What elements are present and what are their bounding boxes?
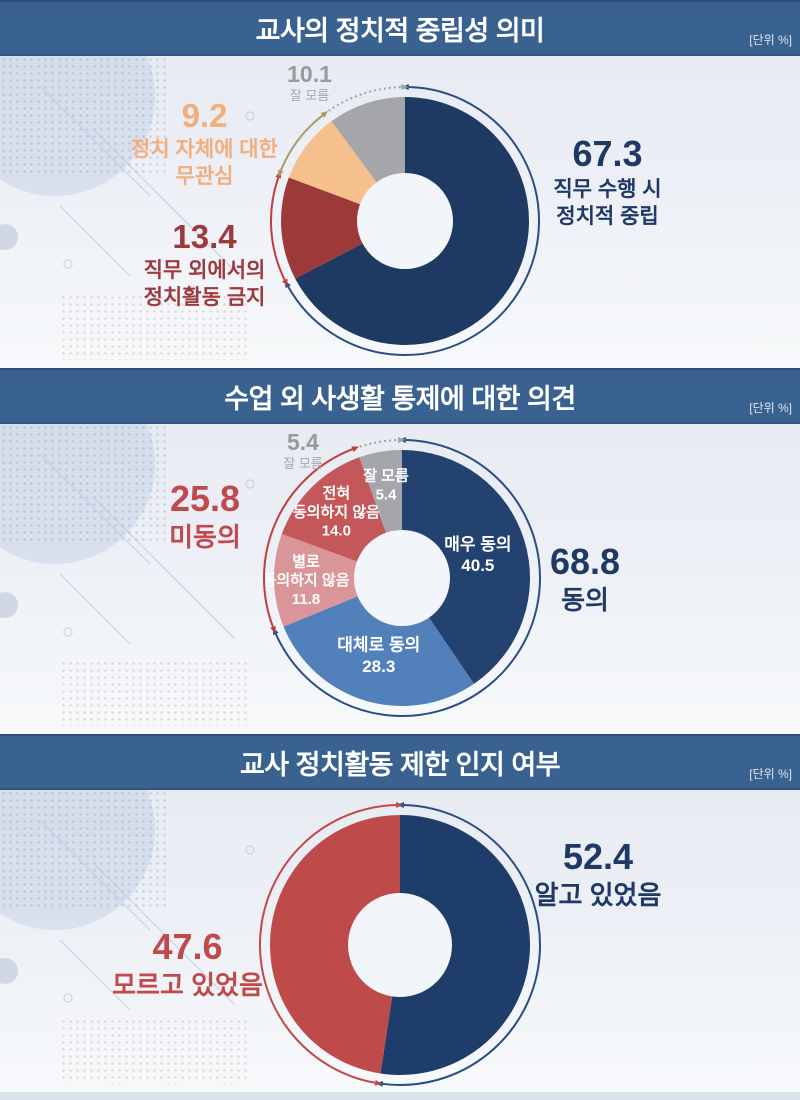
callout-label: 잘 모름 [283, 456, 323, 472]
callout-value: 5.4 [287, 429, 319, 455]
decorative-dots [0, 790, 170, 910]
callout-label: 직무 수행 시 [553, 177, 662, 201]
callout-value: 47.6 [152, 926, 223, 967]
indicator-arc [279, 114, 324, 171]
donut-chart-private-life: 매우 동의 40.5 대체로 동의 28.3 별로 동의하지 않음 11.8 전혀 동의하지 않… [263, 437, 541, 717]
slice-inner-label-4: 잘 모름 5.4 [363, 467, 409, 504]
callout-label: 미동의 [169, 521, 241, 552]
unit-label-3: [단위 %] [749, 767, 792, 781]
donut-slice-1 [281, 177, 405, 279]
callout-dont-know: 10.1 잘 모름 [262, 60, 357, 104]
decorative-lines-icon [39, 453, 336, 645]
callout-value: 52.4 [562, 836, 634, 877]
section-title-1: 교사의 정치적 중립성 의미 [255, 15, 545, 46]
decorative-lines-icon [39, 85, 336, 277]
footer-strip [0, 1092, 800, 1100]
callout-label: 잘 모름 [289, 88, 330, 104]
callout-value: 13.4 [172, 218, 237, 255]
indicator-arc [274, 439, 541, 717]
callout-duty-neutrality: 67.3 직무 수행 시 정치적 중립 [525, 132, 690, 229]
callout-was-unaware: 47.6 모르고 있었음 [85, 925, 290, 1002]
decorative-dot [0, 958, 18, 984]
decorative-dot [0, 224, 18, 250]
unit-label-1: [단위 %] [749, 33, 792, 47]
unit-label-2: [단위 %] [749, 401, 792, 415]
arc-arrowhead [401, 84, 409, 91]
indicator-arc [259, 804, 397, 1084]
indicator-arc [287, 86, 540, 356]
callout-value: 67.3 [572, 133, 643, 174]
section-header-1: 교사의 정치적 중립성 의미 [단위 %] [0, 0, 800, 56]
indicator-arc [382, 804, 541, 1086]
section-header-2: 수업 외 사생활 통제에 대한 의견 [단위 %] [0, 368, 800, 424]
indicator-arc [328, 86, 402, 112]
donut-slice-0 [402, 450, 530, 684]
indicator-arc [270, 177, 286, 281]
decorative-dots [60, 660, 250, 726]
donut-slice-1 [283, 578, 474, 706]
slice-inner-label-1: 대체로 동의 28.3 [337, 636, 420, 676]
slice-inner-label-0: 매우 동의 40.5 [444, 535, 511, 575]
callout-was-aware: 52.4 알고 있었음 [508, 835, 688, 912]
decorative-dot [0, 592, 18, 618]
decorative-dots [60, 1018, 250, 1084]
chart-area-private-life: 매우 동의 40.5 대체로 동의 28.3 별로 동의하지 않음 11.8 전혀 동의하지 않… [0, 424, 800, 734]
callout-label: 무관심 [175, 164, 234, 188]
decorative-dots [0, 56, 170, 176]
callout-value: 9.2 [181, 97, 228, 134]
slice-inner-label-2: 별로 동의하지 않음 11.8 [263, 552, 350, 608]
donut-slice-1 [270, 815, 400, 1074]
decorative-dots [0, 424, 170, 544]
arc-arrowhead [396, 802, 404, 809]
slice-inner-label-3: 전혀 동의하지 않음 14.0 [293, 485, 380, 540]
donut-slice-0 [380, 815, 531, 1075]
arc-arrowhead [278, 169, 284, 178]
callout-label: 정치적 중립 [556, 204, 659, 228]
callout-label: 동의 [561, 584, 609, 615]
callout-label: 정치 자체에 대한 [131, 138, 278, 162]
donut-hole [354, 530, 450, 626]
callout-value: 10.1 [287, 61, 332, 87]
donut-chart-neutrality [270, 84, 540, 356]
callout-label: 모르고 있었음 [112, 969, 263, 1000]
callout-label: 알고 있었음 [534, 879, 662, 910]
callout-value: 68.8 [549, 541, 621, 582]
donut-hole [348, 893, 452, 997]
section-title-2: 수업 외 사생활 통제에 대한 의견 [224, 383, 576, 414]
indicator-arc [359, 439, 399, 448]
arc-arrowhead [270, 625, 276, 634]
callout-activity-ban: 13.4 직무 외에서의 정치활동 금지 [112, 217, 297, 310]
callout-political-apathy: 9.2 정치 자체에 대한 무관심 [112, 96, 297, 189]
arc-arrowhead [374, 1079, 383, 1086]
indicator-arc [263, 448, 353, 628]
decorative-dots [60, 294, 250, 360]
callout-value: 25.8 [169, 478, 241, 519]
callout-label: 정치활동 금지 [143, 285, 266, 309]
callout-label: 직무 외에서의 [143, 259, 266, 283]
chart-area-awareness: 52.4 알고 있었음 47.6 모르고 있었음 [0, 790, 800, 1092]
chart-area-neutrality: 67.3 직무 수행 시 정치적 중립 13.4 직무 외에서의 정치활동 금지… [0, 56, 800, 368]
donut-chart-awareness [259, 802, 541, 1087]
callout-disagree: 25.8 미동의 [110, 477, 300, 554]
arc-arrowhead [351, 446, 359, 453]
callout-agree: 68.8 동의 [505, 540, 665, 617]
section-title-3: 교사 정치활동 제한 인지 여부 [239, 749, 561, 780]
arc-arrowhead [398, 437, 406, 444]
arc-arrowhead [320, 111, 329, 118]
donut-hole [357, 173, 453, 269]
arc-arrowhead [281, 278, 288, 287]
callout-dont-know: 5.4 잘 모름 [258, 428, 348, 472]
section-header-3: 교사 정치활동 제한 인지 여부 [단위 %] [0, 734, 800, 790]
donut-slice-2 [273, 533, 402, 627]
